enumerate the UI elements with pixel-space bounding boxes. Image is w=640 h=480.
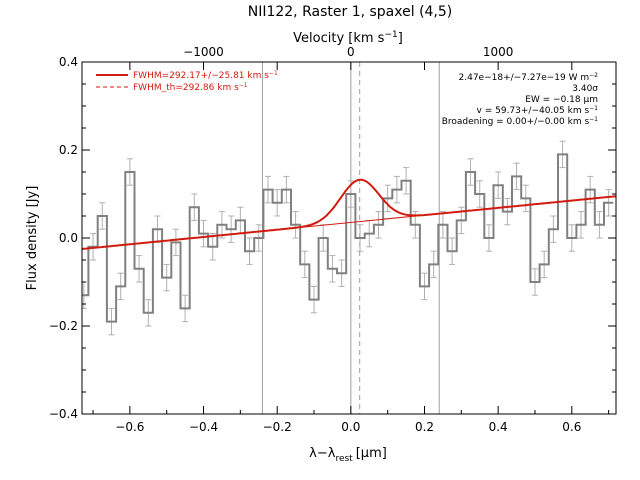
x-axis-label-main: λ−λ: [309, 446, 336, 461]
spectrum-layer: [82, 153, 614, 323]
annotation-flux-text: 2.47e−18+/−7.27e−19 W m: [459, 73, 590, 83]
x-tick-label: 0.0: [341, 420, 360, 434]
y-tick-label: −0.2: [49, 319, 78, 333]
x-tick-label: −0.2: [263, 420, 292, 434]
y-tick-label: 0.2: [59, 143, 78, 157]
annotation-ew: EW = −0.18 μm: [525, 95, 598, 105]
y-tick-label: 0.4: [59, 55, 78, 69]
annotation-velocity-sup: −1: [589, 105, 598, 112]
legend-item-fwhm-th: FWHM_th=292.86 km s−1: [133, 82, 248, 93]
top-axis-label: Velocity [km s−1]: [293, 30, 403, 46]
x-axis-label: λ−λrest [μm]: [309, 446, 387, 464]
legend: FWHM=292.17+/−25.81 km s−1 FWHM_th=292.8…: [96, 70, 278, 93]
legend-item-fwhm-th-sup: −1: [239, 82, 248, 89]
x-axis-label-open: [: [356, 446, 361, 461]
top-axis-label-close: ]: [398, 31, 403, 46]
x-tick-label: −0.6: [115, 420, 144, 434]
legend-item-fwhm-th-text: FWHM_th=292.86 km s: [133, 83, 239, 93]
top-axis-label-sup: −1: [384, 30, 397, 40]
x-tick-label: 0.6: [562, 420, 581, 434]
x-axis-label-sub: rest: [335, 454, 353, 464]
annotation-velocity-text: v = 59.73+/−40.05 km s: [477, 106, 590, 116]
x-axis-label-close: m]: [369, 446, 387, 461]
legend-item-fwhm-text: FWHM=292.17+/−25.81 km s: [133, 71, 269, 81]
fit-annotations: 2.47e−18+/−7.27e−19 W m−2 3.40σ EW = −0.…: [442, 72, 599, 127]
top-axis-ticks: −1000 0 1000: [183, 45, 513, 59]
annotation-velocity: v = 59.73+/−40.05 km s−1: [477, 105, 599, 116]
legend-item-fwhm-sup: −1: [269, 70, 278, 77]
y-axis-label: Flux density [Jy]: [25, 186, 40, 291]
annotation-sigma: 3.40σ: [572, 84, 598, 94]
x-tick-label: 0.4: [489, 420, 508, 434]
gaussian-fit-line: [81, 178, 617, 250]
fit-layer: [81, 178, 617, 250]
x-axis-ticks: −0.6 −0.4 −0.2 0.0 0.2 0.4 0.6: [92, 62, 610, 434]
annotation-broadening: Broadening = 0.00+/−0.00 km s−1: [442, 116, 598, 127]
top-tick-label: 1000: [483, 45, 514, 59]
chart-title: NII122, Raster 1, spaxel (4,5): [248, 4, 453, 20]
top-axis-label-main: Velocity [km s: [293, 31, 385, 46]
legend-item-fwhm: FWHM=292.17+/−25.81 km s−1: [133, 70, 278, 81]
y-axis-ticks: −0.4 −0.2 0.0 0.2 0.4: [49, 55, 616, 421]
top-tick-label: 0: [347, 45, 355, 59]
x-axis-label-mu: μ: [361, 446, 369, 461]
x-tick-label: −0.4: [189, 420, 218, 434]
annotation-flux: 2.47e−18+/−7.27e−19 W m−2: [459, 72, 599, 83]
annotation-flux-sup: −2: [589, 72, 598, 79]
y-tick-label: 0.0: [59, 231, 78, 245]
annotation-broadening-sup: −1: [589, 116, 598, 123]
spectrum-line: [82, 153, 614, 323]
y-tick-label: −0.4: [49, 407, 78, 421]
annotation-broadening-text: Broadening = 0.00+/−0.00 km s: [442, 117, 590, 127]
top-tick-label: −1000: [183, 45, 224, 59]
x-tick-label: 0.2: [415, 420, 434, 434]
